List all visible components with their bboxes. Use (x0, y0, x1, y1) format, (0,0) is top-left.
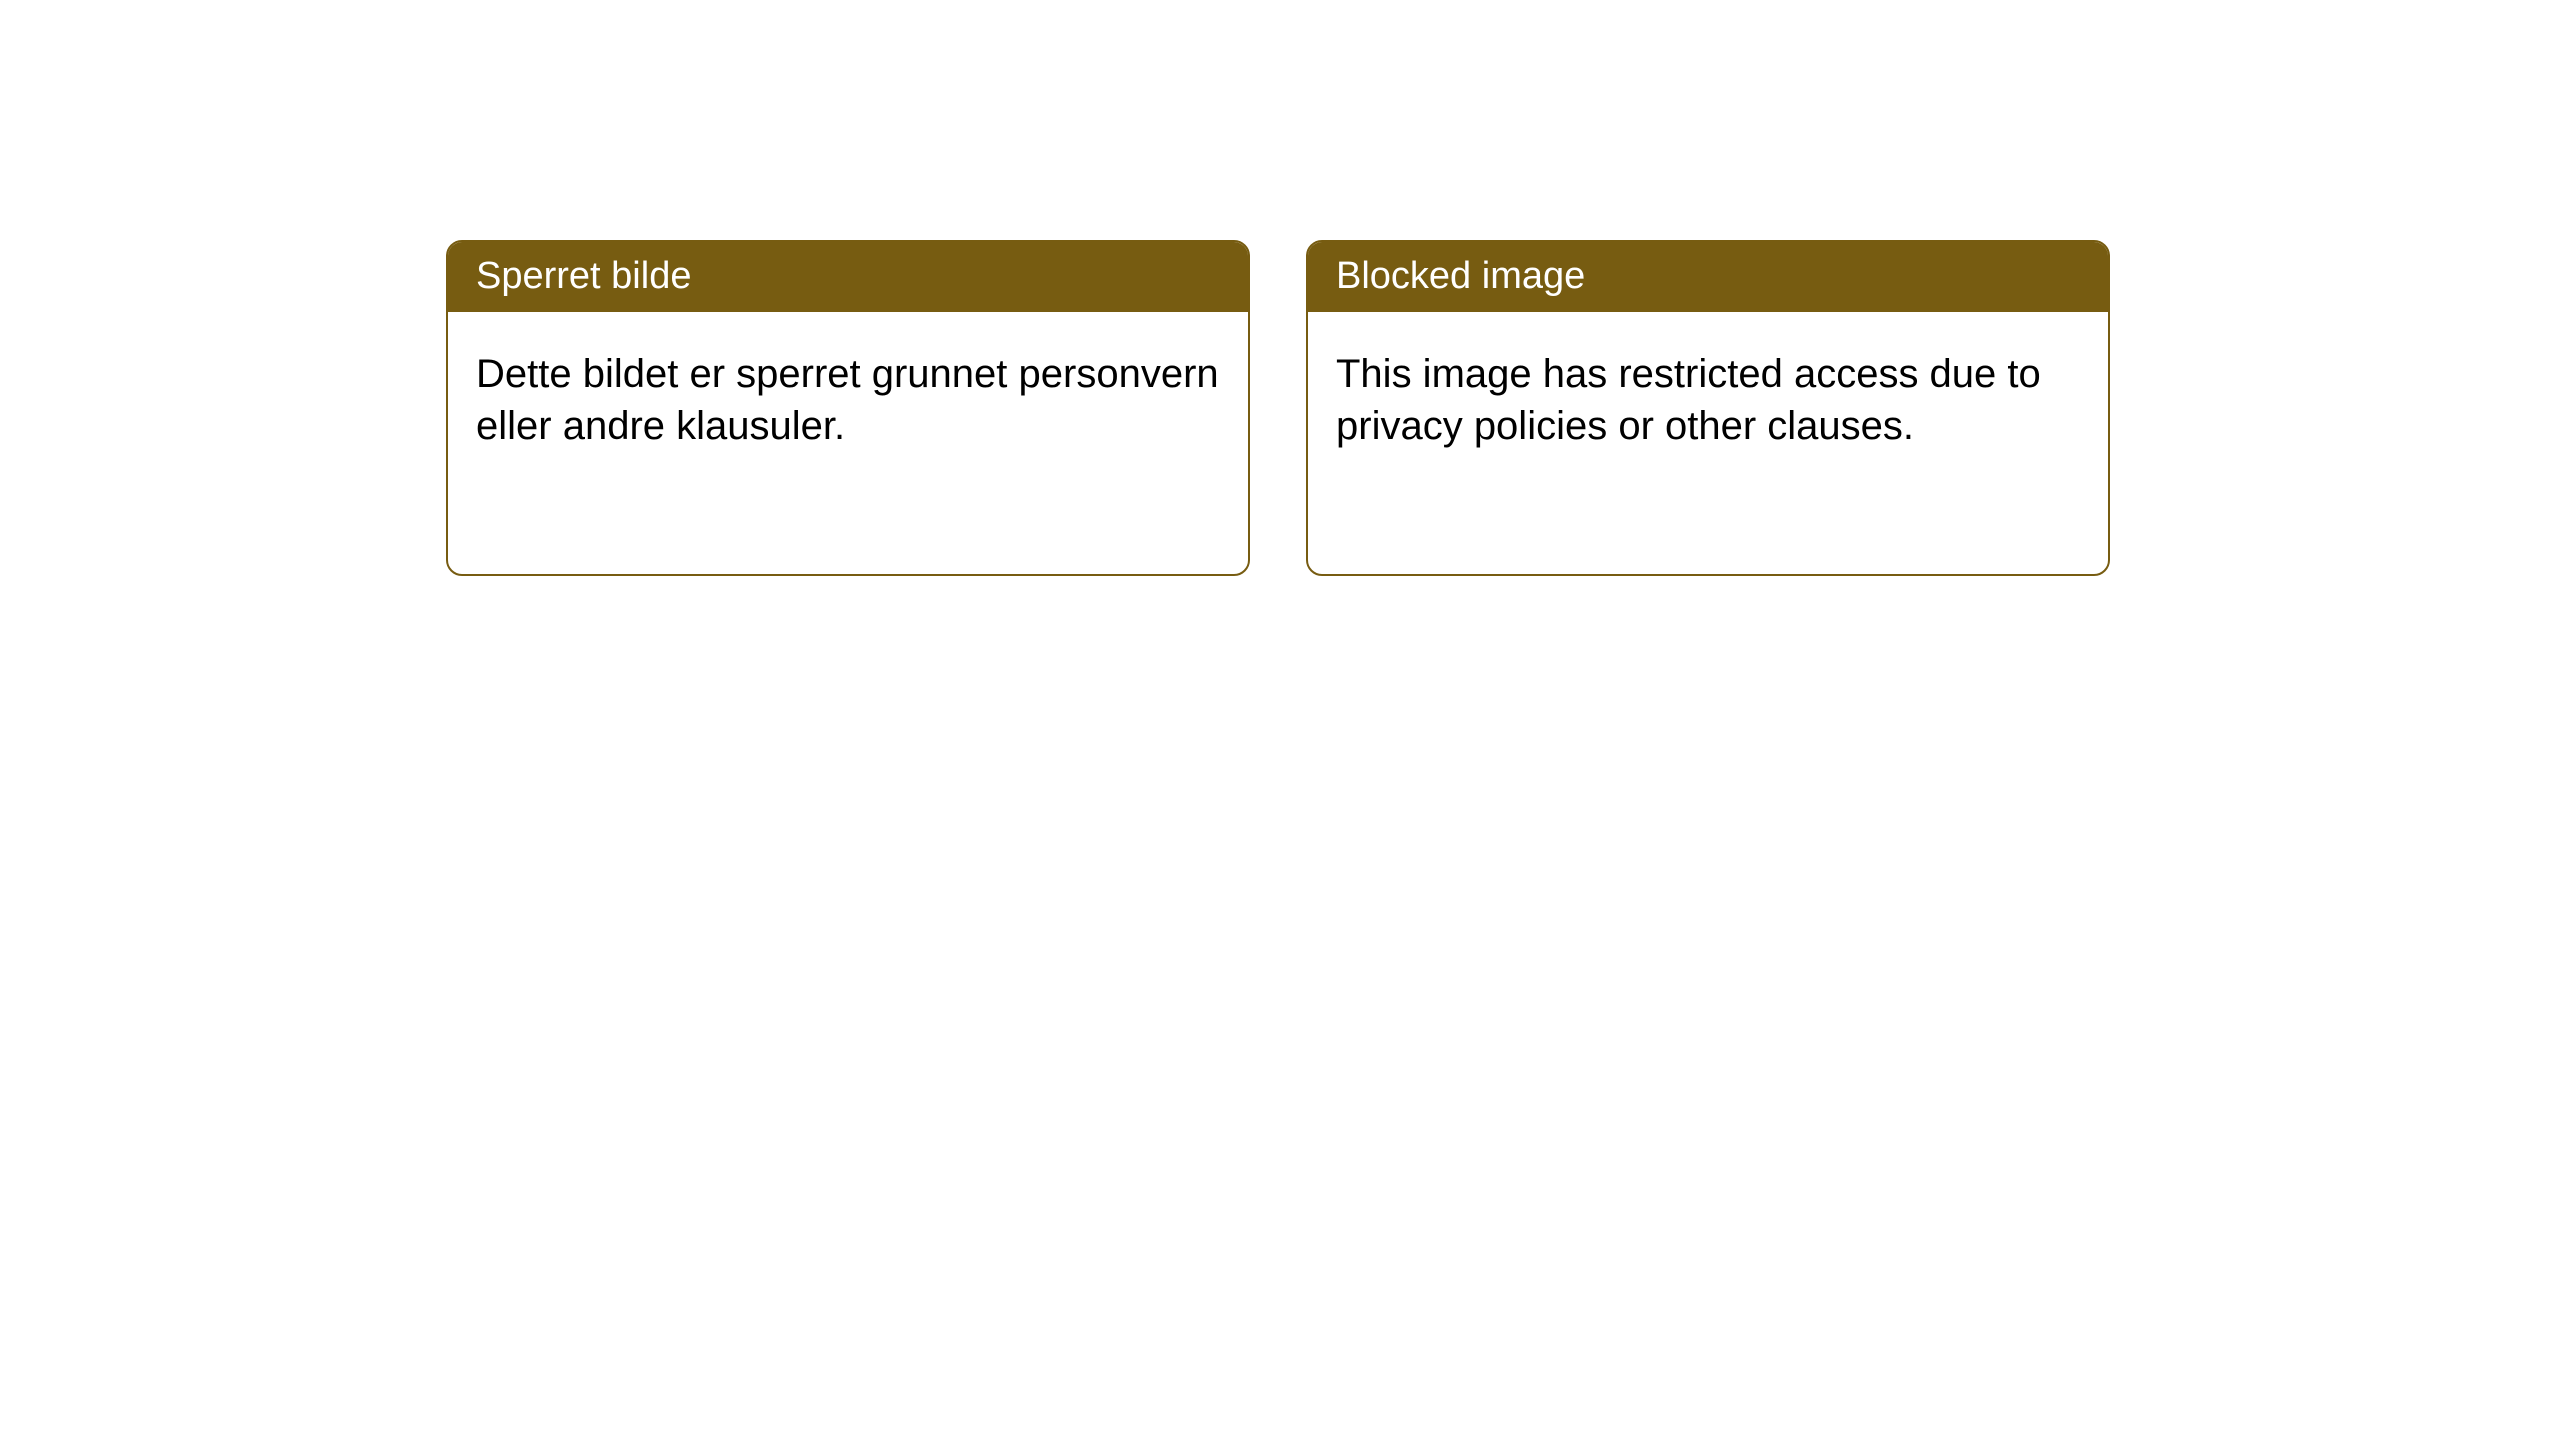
notice-header-english: Blocked image (1308, 242, 2108, 312)
notice-box-english: Blocked image This image has restricted … (1306, 240, 2110, 576)
notice-box-norwegian: Sperret bilde Dette bildet er sperret gr… (446, 240, 1250, 576)
notice-body-norwegian: Dette bildet er sperret grunnet personve… (448, 312, 1248, 488)
notice-header-norwegian: Sperret bilde (448, 242, 1248, 312)
notice-body-english: This image has restricted access due to … (1308, 312, 2108, 488)
notice-container: Sperret bilde Dette bildet er sperret gr… (446, 240, 2110, 576)
